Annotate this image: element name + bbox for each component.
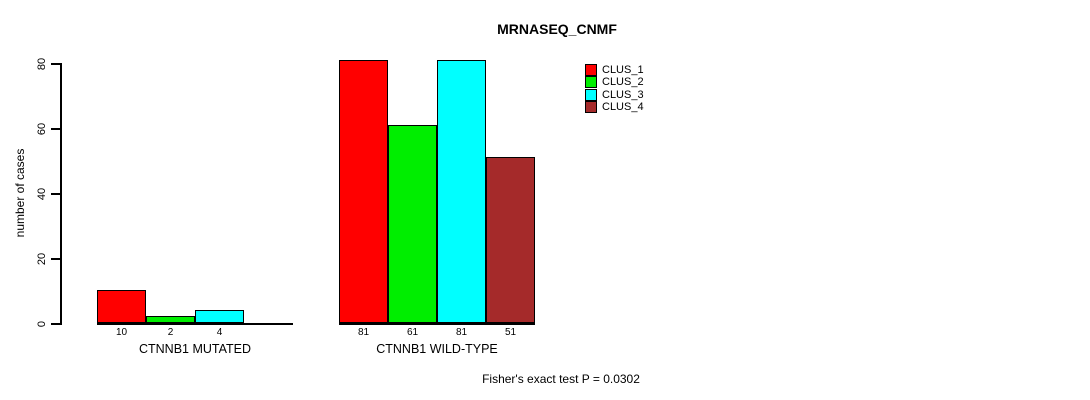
legend-label: CLUS_3	[602, 88, 644, 101]
bar-value-label: 4	[216, 327, 223, 338]
y-axis-tick	[51, 63, 60, 65]
y-axis-tick-label: 80	[36, 57, 48, 71]
bar-clus_1	[339, 60, 388, 323]
group-baseline	[339, 323, 535, 325]
bar-clus_3	[195, 310, 244, 323]
group-label: CTNNB1 WILD-TYPE	[376, 342, 498, 356]
legend-swatch-icon	[585, 88, 597, 101]
y-axis-tick-label: 40	[36, 187, 48, 201]
y-axis-tick	[51, 323, 60, 325]
legend-swatch-icon	[585, 76, 597, 89]
group-baseline	[97, 323, 293, 325]
bar-clus_1	[97, 290, 146, 323]
bar-clus_2	[388, 125, 437, 323]
y-axis-tick	[51, 193, 60, 195]
bar-clus_3	[437, 60, 486, 323]
legend-item: CLUS_3	[585, 88, 644, 101]
y-axis-line	[60, 63, 62, 325]
y-axis-tick-label: 20	[36, 252, 48, 266]
y-axis-tick-label: 60	[36, 122, 48, 136]
legend-label: CLUS_2	[602, 76, 644, 89]
y-axis-tick	[51, 128, 60, 130]
group-label: CTNNB1 MUTATED	[138, 342, 252, 356]
bar-value-label: 2	[167, 327, 174, 338]
chart-title: MRNASEQ_CNMF	[497, 21, 617, 37]
legend-item: CLUS_2	[585, 76, 644, 89]
y-axis-tick	[51, 258, 60, 260]
bar-clus_2	[146, 316, 195, 323]
legend-swatch-icon	[585, 101, 597, 114]
fisher-test-annotation: Fisher's exact test P = 0.0302	[482, 372, 640, 386]
bar-clus_4	[486, 157, 535, 323]
legend-label: CLUS_4	[602, 101, 644, 114]
legend-item: CLUS_4	[585, 101, 644, 114]
bar-value-label: 81	[357, 327, 370, 338]
legend-label: CLUS_1	[602, 64, 644, 76]
bar-value-label: 61	[406, 327, 419, 338]
legend-item: CLUS_1	[585, 64, 644, 76]
bar-value-label: 10	[115, 327, 128, 338]
bar-value-label: 51	[504, 327, 517, 338]
y-axis-tick-label: 0	[36, 320, 48, 328]
bar-value-label: 81	[455, 327, 468, 338]
legend-swatch-icon	[585, 64, 597, 76]
y-axis-title: number of cases	[13, 148, 27, 238]
